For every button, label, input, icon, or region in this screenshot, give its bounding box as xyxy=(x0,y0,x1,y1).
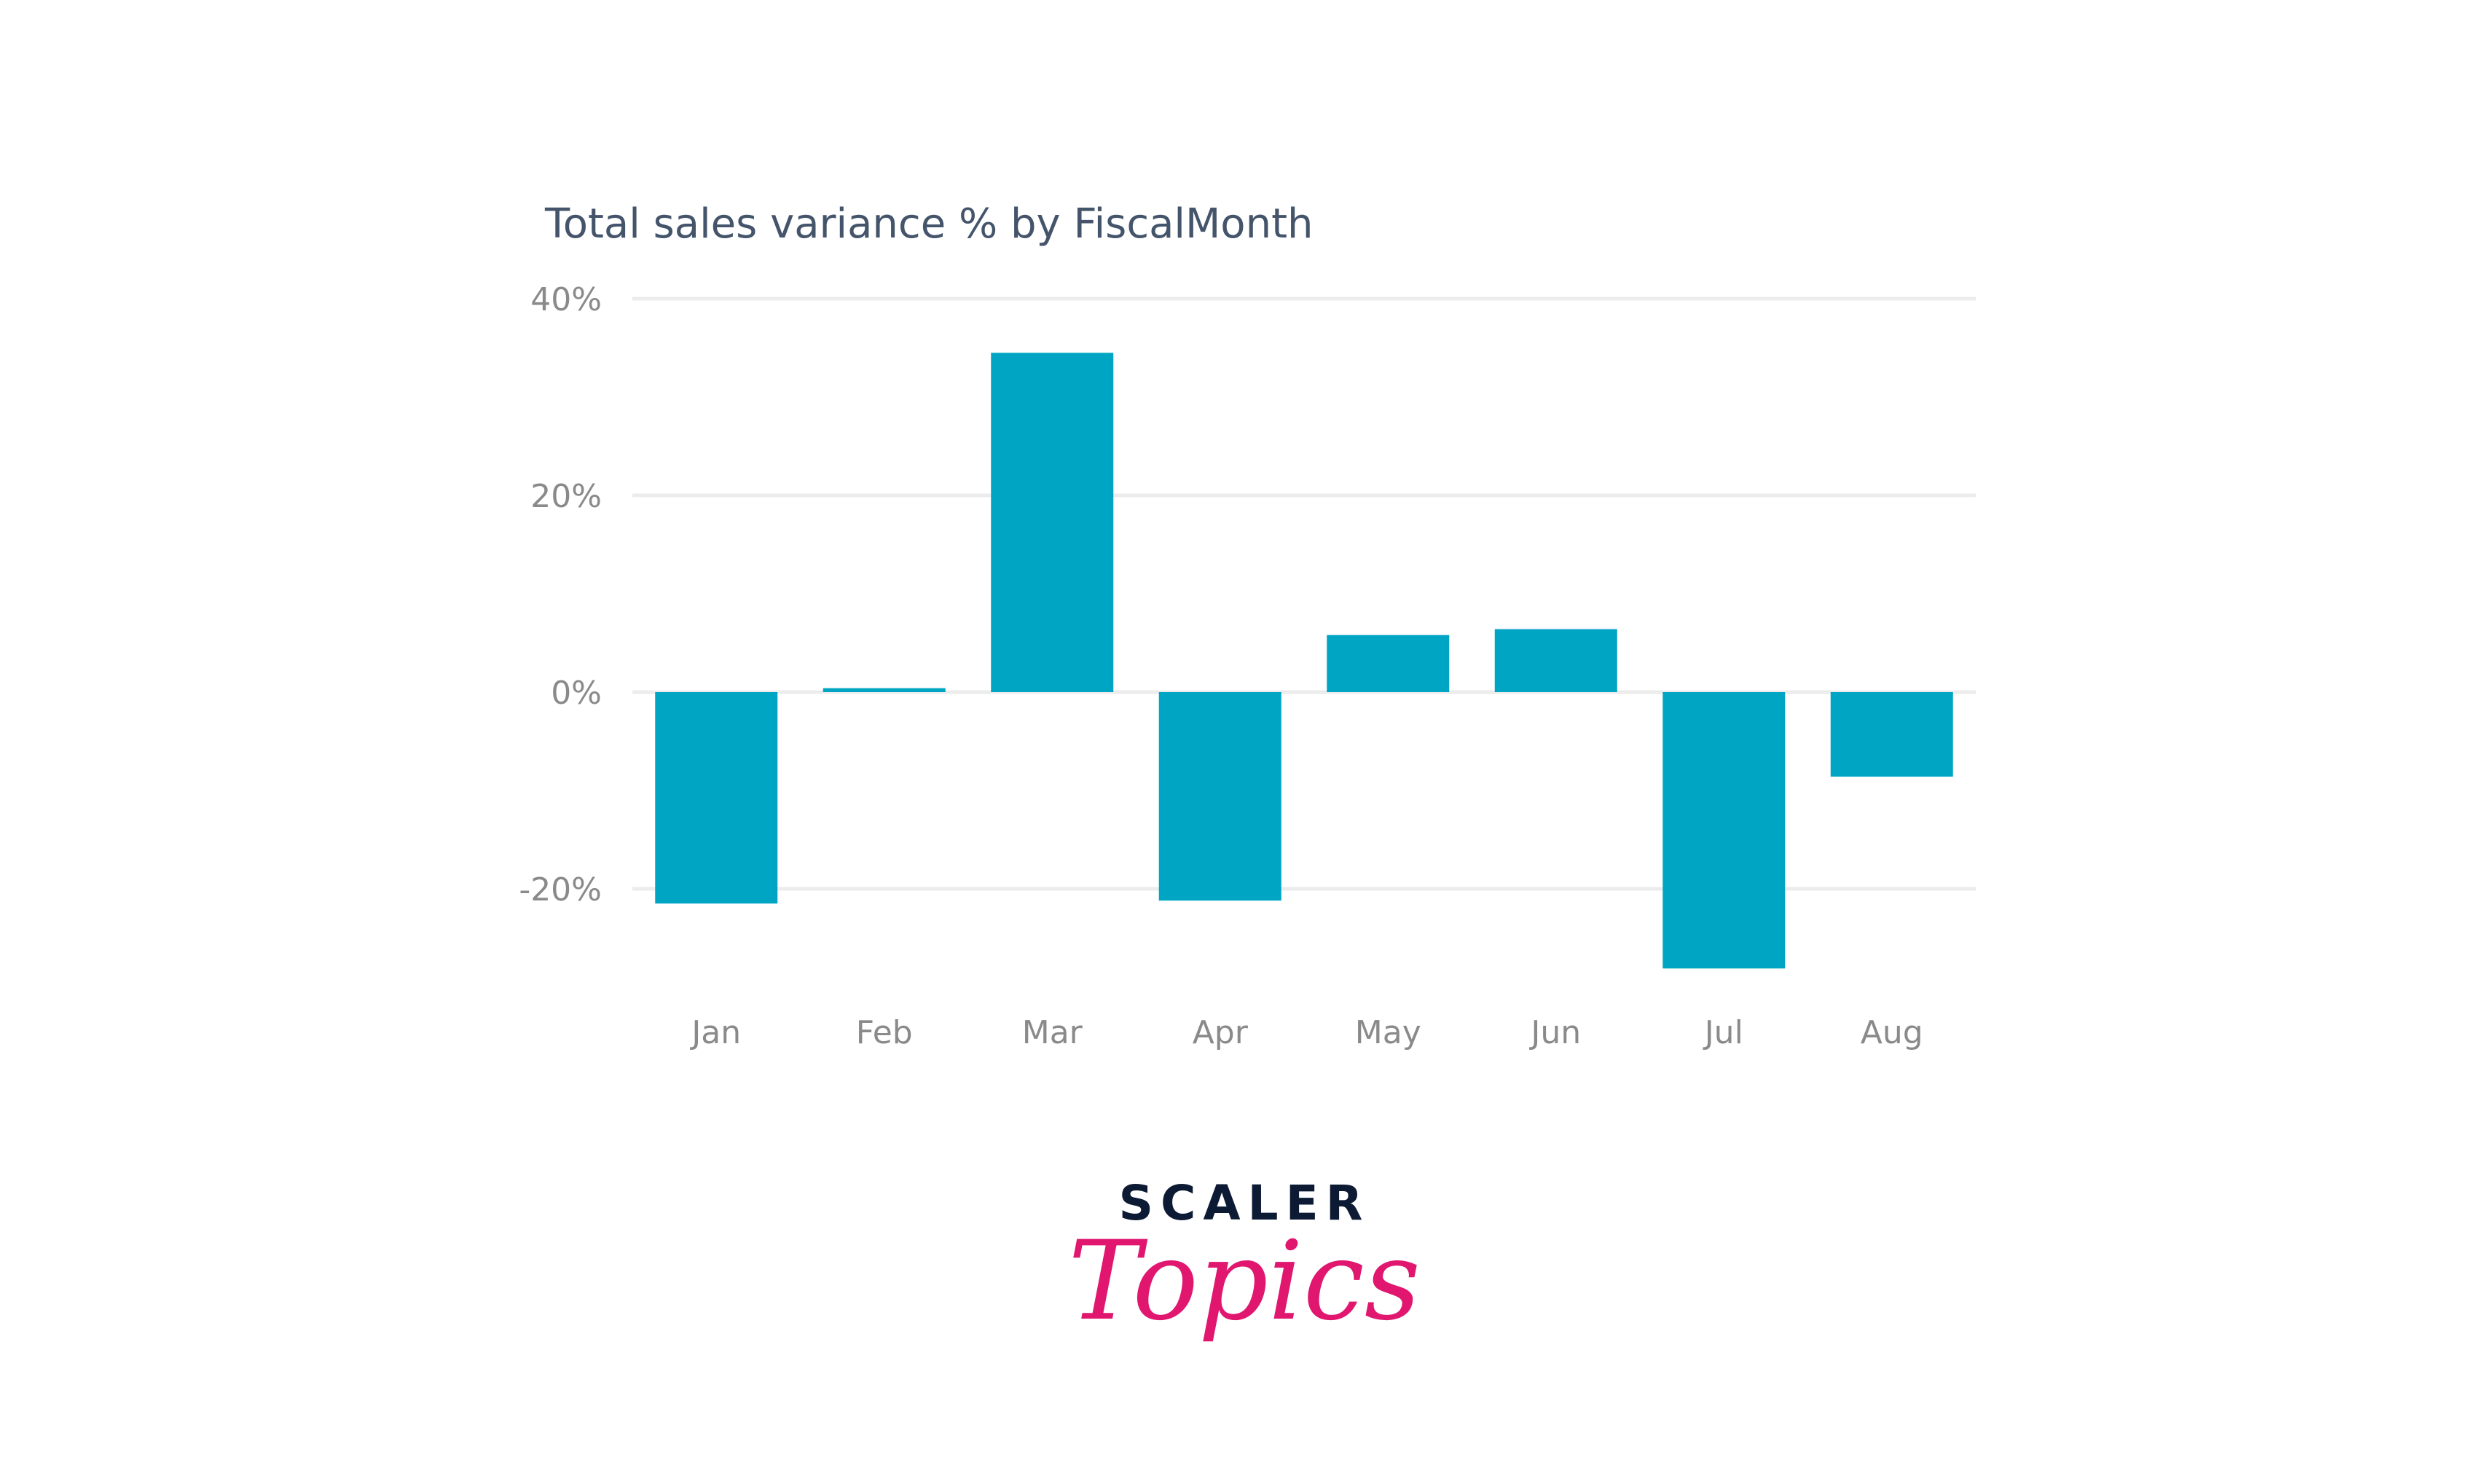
y-tick-label: -20% xyxy=(519,871,602,908)
bar-feb[interactable] xyxy=(823,688,946,692)
x-tick-label-jul: Jul xyxy=(1703,1014,1743,1051)
chart-title: Total sales variance % by FiscalMonth xyxy=(544,200,1314,248)
y-tick-label: 0% xyxy=(551,675,602,712)
x-tick-label-may: May xyxy=(1355,1014,1421,1051)
bar-jul[interactable] xyxy=(1663,692,1786,969)
bar-may[interactable] xyxy=(1327,635,1450,692)
bar-jun[interactable] xyxy=(1494,629,1617,692)
bar-mar[interactable] xyxy=(991,353,1114,692)
logo-topics-text: Topics xyxy=(1068,1218,1421,1345)
bar-apr[interactable] xyxy=(1158,692,1281,901)
x-tick-label-apr: Apr xyxy=(1193,1014,1249,1051)
scaler-topics-logo: SCALER Topics xyxy=(1068,1175,1421,1345)
x-tick-label-mar: Mar xyxy=(1022,1014,1083,1051)
x-tick-label-feb: Feb xyxy=(856,1014,913,1051)
x-tick-label-jun: Jun xyxy=(1528,1014,1581,1051)
x-axis-ticks: Jan Feb Mar Apr May Jun Jul Aug xyxy=(689,1014,1923,1051)
x-tick-label-aug: Aug xyxy=(1861,1014,1923,1051)
bars xyxy=(655,353,1953,969)
y-axis-ticks: 40% 20% 0% -20% xyxy=(519,281,602,908)
x-tick-label-jan: Jan xyxy=(689,1014,741,1051)
y-tick-label: 20% xyxy=(530,478,602,515)
bar-aug[interactable] xyxy=(1830,692,1953,777)
y-tick-label: 40% xyxy=(530,281,602,318)
bar-jan[interactable] xyxy=(655,692,778,904)
logo-scaler-text: SCALER xyxy=(1118,1175,1370,1231)
